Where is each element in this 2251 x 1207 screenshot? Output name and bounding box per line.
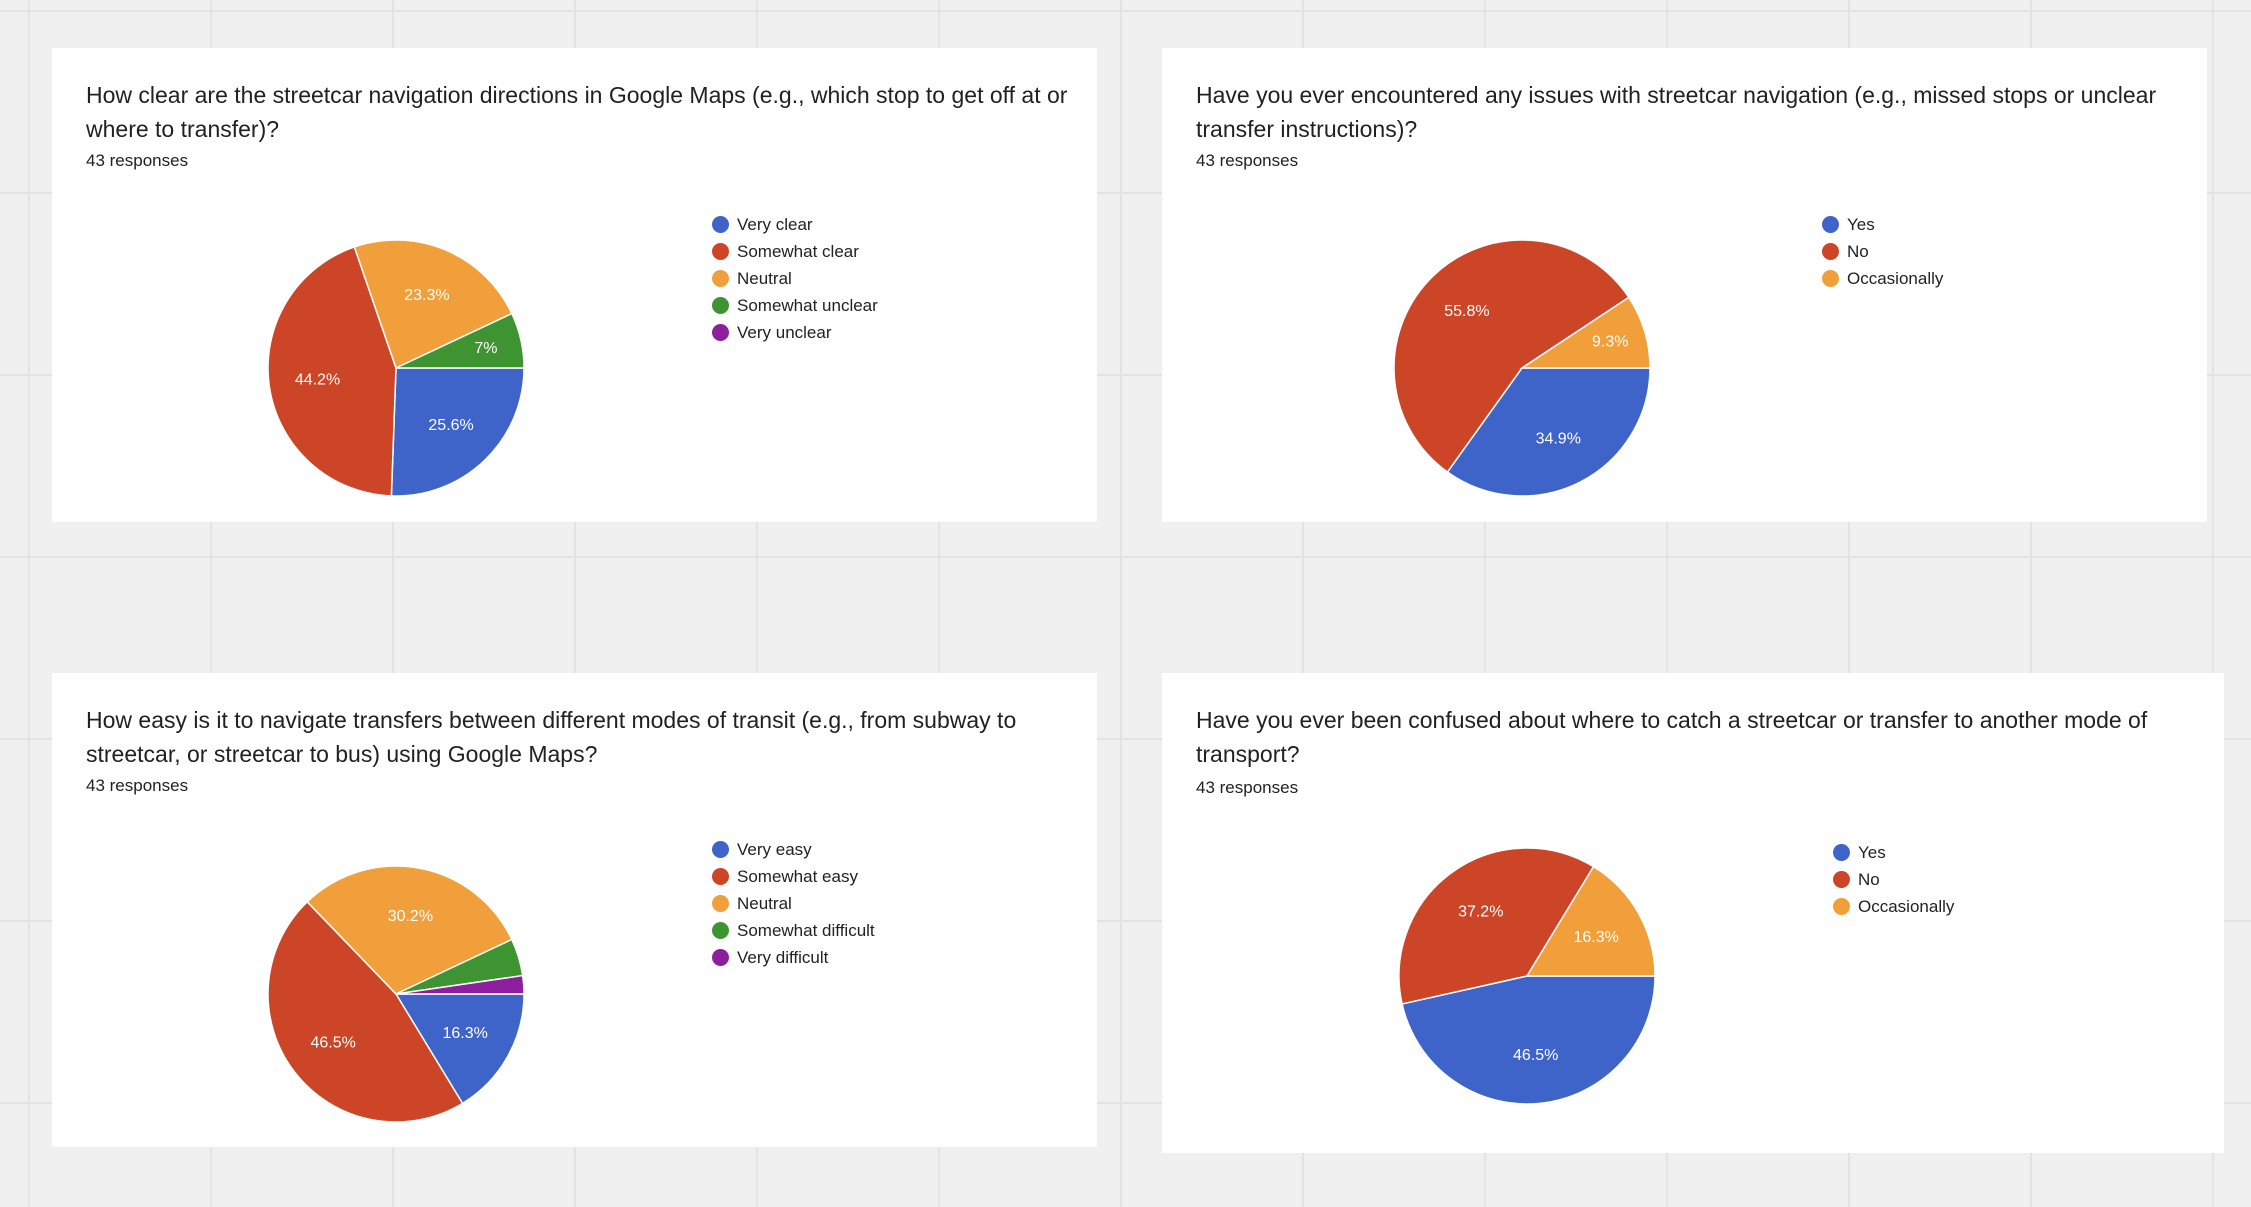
legend-dot-icon <box>712 922 729 939</box>
legend-dot-icon <box>1822 216 1839 233</box>
chart-card-1: How clear are the streetcar navigation d… <box>52 48 1097 522</box>
legend-item-somewhat-unclear[interactable]: Somewhat unclear <box>712 292 878 319</box>
slice-label-neutral: 30.2% <box>388 908 433 925</box>
legend-item-yes[interactable]: Yes <box>1833 839 1954 866</box>
response-count: 43 responses <box>1196 778 1299 797</box>
slice-label-somewhat-easy: 46.5% <box>310 1034 355 1051</box>
legend-dot-icon <box>712 270 729 287</box>
legend-label: Very unclear <box>737 322 832 342</box>
legend-item-somewhat-difficult[interactable]: Somewhat difficult <box>712 917 875 944</box>
chart-card-3: How easy is it to navigate transfers bet… <box>52 673 1097 1147</box>
chart-legend: Very clear Somewhat clear Neutral Somewhat … <box>712 211 878 346</box>
legend-item-somewhat-clear[interactable]: Somewhat clear <box>712 238 878 265</box>
chart-card-4: Have you ever been confused about where … <box>1162 673 2224 1153</box>
legend-label: Neutral <box>737 893 792 913</box>
legend-label: No <box>1858 869 1880 889</box>
question-title: Have you ever been confused about where … <box>1196 707 2148 767</box>
slice-label-somewhat-unclear: 7% <box>474 340 497 357</box>
pie-slice-occasionally[interactable] <box>1519 296 1651 369</box>
chart-legend: Yes No Occasionally <box>1833 839 1954 920</box>
pie-slice-somewhat-unclear[interactable] <box>395 312 525 369</box>
legend-label: Somewhat clear <box>737 241 859 261</box>
slice-label-no: 55.8% <box>1444 303 1489 320</box>
legend-label: Very easy <box>737 839 812 859</box>
legend-label: Occasionally <box>1858 896 1955 916</box>
legend-item-yes[interactable]: Yes <box>1822 211 1943 238</box>
chart-legend: Yes No Occasionally <box>1822 211 1943 292</box>
legend-item-very-easy[interactable]: Very easy <box>712 836 875 863</box>
legend-dot-icon <box>712 324 729 341</box>
chart-legend: Very easy Somewhat easy Neutral Somewhat di… <box>712 836 875 971</box>
legend-label: Yes <box>1847 214 1875 234</box>
legend-item-very-difficult[interactable]: Very difficult <box>712 944 875 971</box>
legend-label: Very difficult <box>737 947 829 967</box>
legend-item-somewhat-easy[interactable]: Somewhat easy <box>712 863 875 890</box>
slice-label-no: 37.2% <box>1458 904 1503 921</box>
question-title: How easy is it to navigate transfers bet… <box>86 707 1017 767</box>
pie-chart: 16.3% 46.5% 30.2% <box>267 865 525 1123</box>
pie-slice-somewhat-easy[interactable] <box>267 900 464 1123</box>
pie-chart: 34.9% 55.8% 9.3% <box>1393 239 1651 497</box>
slice-label-neutral: 23.3% <box>404 287 449 304</box>
pie-slice-somewhat-clear[interactable] <box>267 245 397 497</box>
legend-label: Neutral <box>737 268 792 288</box>
legend-dot-icon <box>712 868 729 885</box>
legend-label: Very clear <box>737 214 813 234</box>
legend-label: Somewhat easy <box>737 866 858 886</box>
pie-slice-yes[interactable] <box>1446 367 1651 497</box>
question-title: How clear are the streetcar navigation d… <box>86 82 1068 142</box>
legend-dot-icon <box>1833 898 1850 915</box>
response-count: 43 responses <box>1196 151 1299 170</box>
pie-slice-neutral[interactable] <box>353 239 513 370</box>
pie-chart: 25.6% 44.2% 23.3% 7% <box>267 239 525 497</box>
pie-slice-very-easy[interactable] <box>394 993 525 1105</box>
slice-label-yes: 46.5% <box>1513 1047 1558 1064</box>
pie-slice-very-difficult[interactable] <box>395 974 525 995</box>
chart-card-2: Have you ever encountered any issues wit… <box>1162 48 2207 522</box>
legend-label: Somewhat difficult <box>737 920 875 940</box>
pie-slice-occasionally[interactable] <box>1525 865 1656 977</box>
question-title: Have you ever encountered any issues wit… <box>1196 82 2157 142</box>
pie-chart: 46.5% 37.2% 16.3% <box>1398 847 1656 1105</box>
legend-item-occasionally[interactable]: Occasionally <box>1833 893 1954 920</box>
legend-label: Yes <box>1858 842 1886 862</box>
pie-slice-no[interactable] <box>1393 239 1630 474</box>
slice-label-occasionally: 9.3% <box>1592 333 1628 350</box>
legend-dot-icon <box>1833 871 1850 888</box>
pie-slice-no[interactable] <box>1398 847 1595 1005</box>
response-count: 43 responses <box>86 151 189 170</box>
legend-item-neutral[interactable]: Neutral <box>712 890 875 917</box>
legend-label: Somewhat unclear <box>737 295 878 315</box>
legend-dot-icon <box>712 949 729 966</box>
slice-label-very-clear: 25.6% <box>428 417 473 434</box>
legend-label: No <box>1847 241 1869 261</box>
legend-label: Occasionally <box>1847 268 1944 288</box>
legend-dot-icon <box>1822 270 1839 287</box>
legend-item-occasionally[interactable]: Occasionally <box>1822 265 1943 292</box>
legend-item-very-clear[interactable]: Very clear <box>712 211 878 238</box>
pie-slice-very-clear[interactable] <box>390 367 525 497</box>
pie-slice-yes[interactable] <box>1401 975 1656 1105</box>
legend-dot-icon <box>712 297 729 314</box>
slice-label-very-easy: 16.3% <box>442 1025 487 1042</box>
legend-item-very-unclear[interactable]: Very unclear <box>712 319 878 346</box>
legend-dot-icon <box>1822 243 1839 260</box>
legend-dot-icon <box>712 243 729 260</box>
legend-item-no[interactable]: No <box>1833 866 1954 893</box>
legend-dot-icon <box>712 895 729 912</box>
pie-slice-neutral[interactable] <box>306 865 513 995</box>
legend-item-no[interactable]: No <box>1822 238 1943 265</box>
legend-dot-icon <box>712 841 729 858</box>
slice-label-somewhat-clear: 44.2% <box>295 372 340 389</box>
legend-dot-icon <box>1833 844 1850 861</box>
legend-dot-icon <box>712 216 729 233</box>
response-count: 43 responses <box>86 776 189 795</box>
slice-label-occasionally: 16.3% <box>1573 929 1618 946</box>
legend-item-neutral[interactable]: Neutral <box>712 265 878 292</box>
slice-label-yes: 34.9% <box>1536 431 1581 448</box>
